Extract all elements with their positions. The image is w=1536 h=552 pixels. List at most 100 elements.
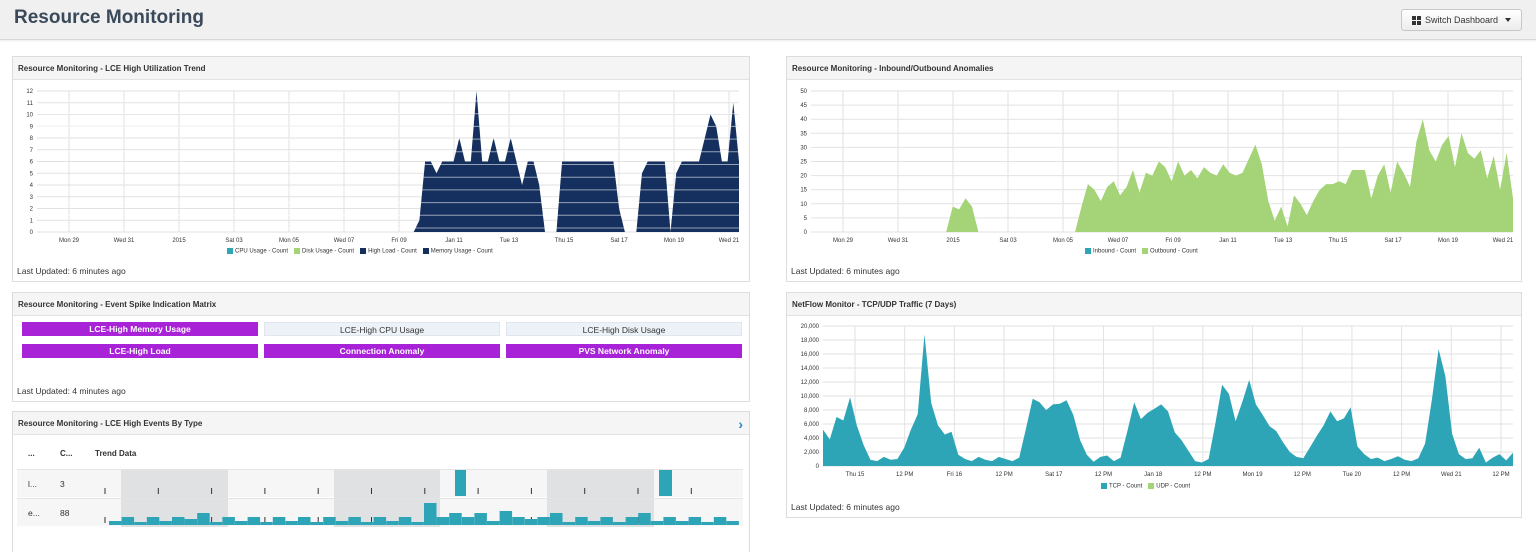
x-tick-label: Fri 09 [391,238,407,244]
legend-swatch [227,248,233,254]
x-tick-label: 12 PM [1492,472,1509,478]
y-tick-label: 20,000 [801,324,820,330]
legend-item[interactable]: Memory Usage - Count [422,248,493,255]
chevron-right-icon[interactable]: › [738,416,743,432]
y-tick-label: 15 [800,188,807,194]
trend-bar [726,521,739,525]
inout-updated: Last Updated: 6 minutes ago [791,266,900,276]
y-tick-label: 9 [30,124,34,130]
switch-dashboard-button[interactable]: Switch Dashboard [1400,9,1522,31]
x-tick-label: Tue 13 [500,238,519,244]
trend-bar [285,521,298,525]
trend-bar [109,521,122,525]
matrix-cell[interactable]: LCE-High Disk Usage [506,322,742,336]
trend-bar [184,519,198,525]
y-tick-label: 12 [26,89,33,95]
legend-item[interactable]: High Load - Count [360,248,417,255]
table-row[interactable]: e... 88 [17,498,743,527]
y-tick-label: 0 [30,230,34,236]
y-tick-label: 7 [30,148,34,154]
trend-bar [499,511,513,525]
y-tick-label: 6 [30,160,34,166]
x-tick-label: Mon 19 [664,238,685,244]
matrix-updated: Last Updated: 4 minutes ago [17,386,126,396]
trend-bar [398,517,412,525]
util-trend-updated: Last Updated: 6 minutes ago [17,266,126,276]
trend-bar [361,522,374,525]
trend-bar [222,517,235,525]
trend-bar [638,513,651,525]
trend-shade [334,470,440,498]
row-count: 88 [60,508,70,518]
inout-legend: Inbound - Count Outbound - Count [1085,248,1198,255]
col-header-trend[interactable]: Trend Data [95,449,137,458]
trend-sparkline [104,499,739,527]
x-tick-label: Thu 15 [1329,238,1348,244]
trend-bar [335,521,349,525]
y-tick-label: 2,000 [804,450,820,456]
trend-bar [650,521,664,525]
y-tick-label: 20 [800,174,807,180]
matrix-cell[interactable]: LCE-High Memory Usage [22,322,258,336]
trend-bar [197,513,210,525]
series-area [37,91,739,232]
netflow-legend: TCP - Count UDP - Count [1101,483,1190,490]
trend-bar [159,521,172,525]
col-header-name[interactable]: ... [28,449,35,458]
y-tick-label: 0 [816,464,820,470]
legend-item[interactable]: CPU Usage - Count [227,248,288,255]
matrix-panel: Resource Monitoring - Event Spike Indica… [12,292,750,402]
trend-bar [310,522,324,525]
trend-bar [411,522,424,525]
y-tick-label: 0 [804,230,808,236]
row-name: l... [28,479,37,489]
trend-bar [209,522,223,525]
y-tick-label: 40 [800,117,807,123]
x-tick-label: 2015 [946,238,960,244]
y-tick-label: 6,000 [804,422,820,428]
legend-item[interactable]: Inbound - Count [1085,248,1136,255]
x-tick-label: Sat 03 [999,238,1017,244]
trend-bar [272,517,286,525]
y-tick-label: 10 [26,113,33,119]
x-tick-label: 12 PM [1194,472,1211,478]
matrix-cell[interactable]: LCE-High Load [22,344,258,358]
legend-item[interactable]: TCP - Count [1101,483,1142,490]
legend-swatch [422,248,429,254]
matrix-cell[interactable]: Connection Anomaly [264,344,500,358]
x-tick-label: Fri 16 [947,472,963,478]
y-tick-label: 12,000 [801,380,820,386]
x-tick-label: Tue 20 [1343,472,1362,478]
matrix-cell[interactable]: LCE-High CPU Usage [264,322,500,336]
util-trend-title: Resource Monitoring - LCE High Utilizati… [13,57,749,80]
x-tick-label: Wed 07 [334,238,355,244]
trend-shade [547,470,654,498]
matrix-title: Resource Monitoring - Event Spike Indica… [13,293,749,316]
x-tick-label: Mon 29 [833,238,854,244]
table-row[interactable]: l... 3 [17,469,743,498]
legend-swatch [360,248,367,254]
col-header-count[interactable]: C... [60,449,73,458]
y-tick-label: 35 [800,131,807,137]
caret-down-icon [1505,18,1511,22]
x-tick-label: Tue 13 [1274,238,1293,244]
netflow-chart: 0 2,000 4,000 6,000 8,000 10,000 12,000 14,000 1… [801,324,1513,478]
x-tick-label: Wed 31 [114,238,135,244]
x-tick-label: Sat 17 [1384,238,1402,244]
x-tick-label: Mon 19 [1243,472,1264,478]
legend-item[interactable]: Outbound - Count [1142,248,1198,255]
legend-swatch [1101,483,1107,489]
trend-bar [260,522,273,525]
x-tick-label: Mon 19 [1438,238,1459,244]
legend-swatch [1142,248,1149,254]
legend-swatch [1085,248,1091,254]
x-tick-label: 12 PM [1095,472,1112,478]
y-tick-label: 11 [27,101,34,107]
x-tick-label: 2015 [172,238,186,244]
legend-item[interactable]: Disk Usage - Count [294,248,354,255]
util-trend-panel: Resource Monitoring - LCE High Utilizati… [12,56,750,282]
row-name: e... [28,508,40,518]
matrix-cell[interactable]: PVS Network Anomaly [506,344,742,358]
trend-bar [474,513,487,525]
legend-item[interactable]: UDP - Count [1148,483,1190,490]
